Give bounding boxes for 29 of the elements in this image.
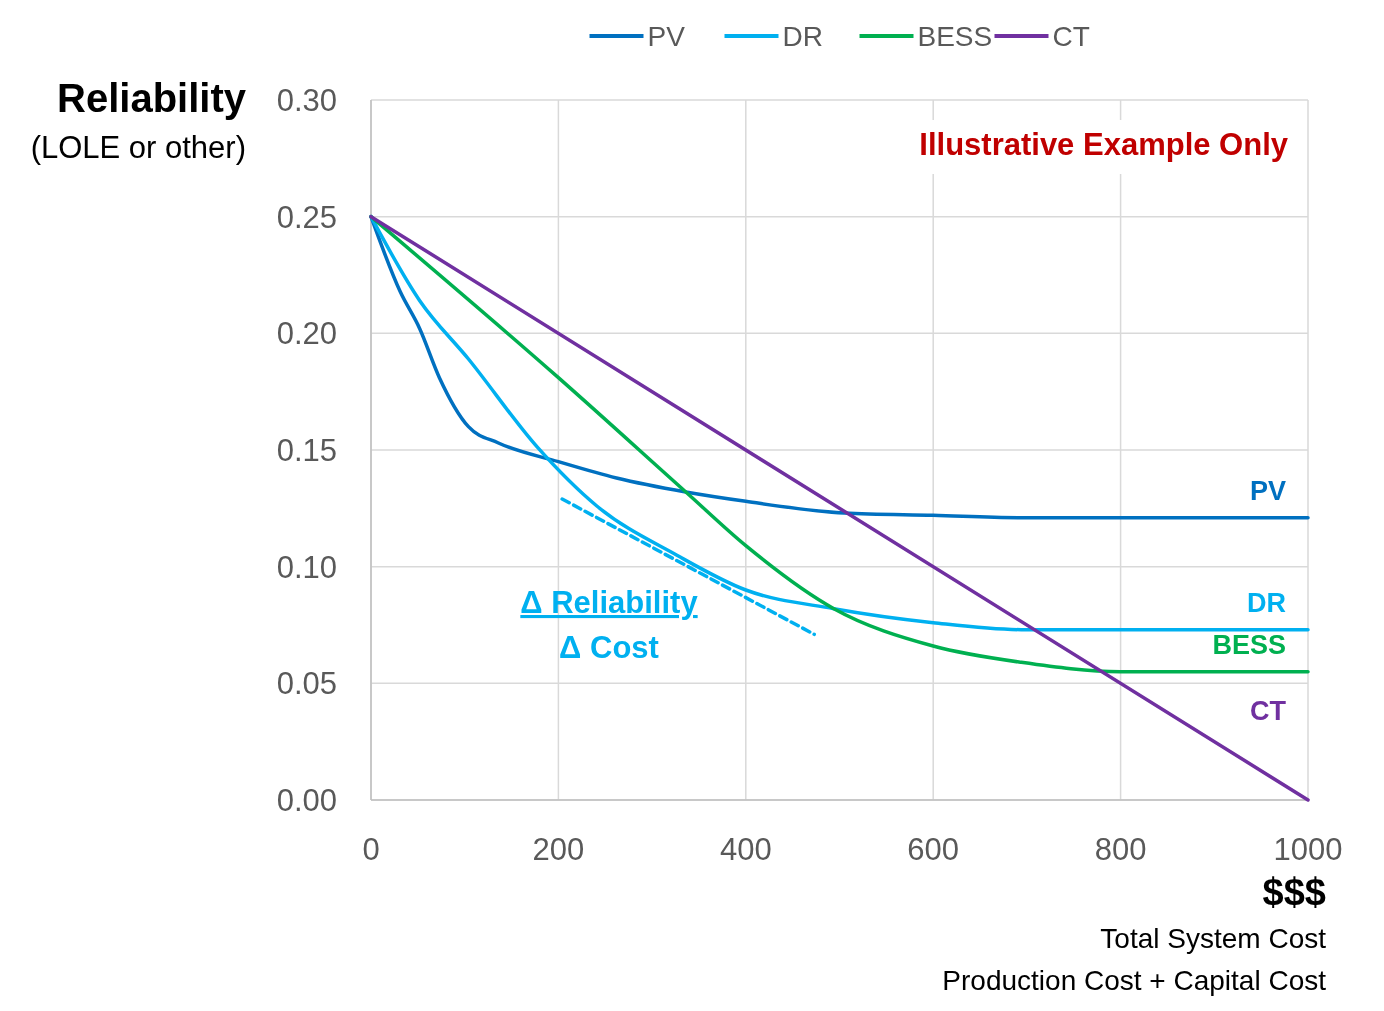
annotation: Illustrative Example Only [919, 127, 1289, 162]
text: Total System Cost [1100, 923, 1327, 954]
x-axis-title: $$$ [1262, 871, 1326, 913]
y-tick-label: 0.05 [276, 666, 337, 702]
text: BESS [1212, 629, 1286, 660]
text: PV [1249, 475, 1286, 506]
x-tick-label: 800 [1094, 832, 1147, 867]
text: (LOLE or other) [30, 130, 246, 165]
text: CT [1250, 695, 1286, 726]
y-tick-label: 0.20 [276, 316, 337, 352]
x-tick-label: 1000 [1273, 832, 1343, 867]
text: DR [1247, 587, 1286, 618]
legend-label: DR [782, 21, 823, 52]
y-tick-label: 0.15 [276, 433, 337, 468]
annotation: Δ Reliability [520, 585, 699, 620]
annotation: Δ Cost [559, 630, 659, 665]
x-tick-label: 600 [907, 832, 960, 867]
y-tick-label: 0.00 [276, 783, 337, 818]
legend-label: CT [1052, 21, 1090, 52]
x-tick-label: 0 [362, 832, 380, 867]
y-tick-label: 0.10 [276, 549, 337, 585]
legend-label: BESS [917, 21, 993, 52]
y-axis-title: Reliability [57, 76, 247, 120]
text: Production Cost + Capital Cost [942, 965, 1327, 996]
legend-label: PV [647, 21, 686, 52]
x-tick-label: 400 [719, 832, 772, 867]
y-tick-label: 0.25 [276, 199, 337, 235]
y-tick-label: 0.30 [276, 83, 337, 118]
x-tick-label: 200 [532, 832, 585, 867]
